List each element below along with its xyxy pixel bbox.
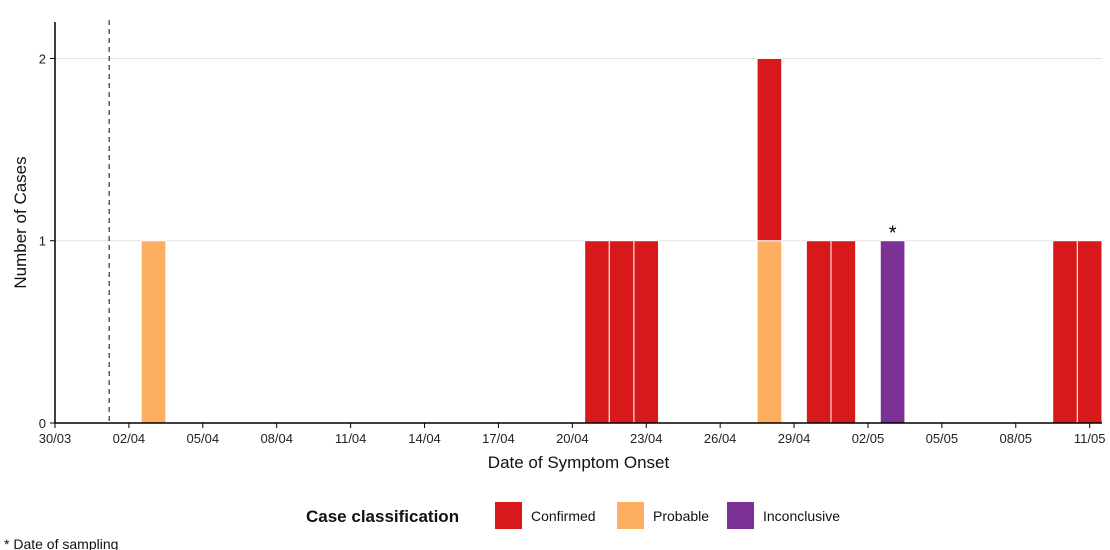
bar-confirmed [1076, 240, 1103, 424]
bar-confirmed [608, 240, 635, 424]
legend-swatch-confirmed [495, 502, 522, 529]
x-tick-label: 11/05 [1074, 431, 1106, 446]
y-tick-label: 2 [39, 51, 46, 66]
gridlines [55, 57, 1102, 242]
legend: Case classification Confirmed Probable Inc… [306, 502, 840, 529]
annotation-asterisk: * [889, 223, 897, 245]
x-tick-label: 30/03 [39, 431, 72, 446]
x-tick-label: 23/04 [630, 431, 663, 446]
x-tick-label: 11/04 [335, 431, 367, 446]
footnote: * Date of sampling [4, 536, 118, 550]
bar-probable [140, 240, 167, 424]
x-tick-label: 02/04 [113, 431, 146, 446]
x-tick-label: 17/04 [482, 431, 515, 446]
y-axis-title: Number of Cases [11, 156, 30, 288]
bar-probable [756, 240, 783, 424]
x-tick-label: 02/05 [852, 431, 885, 446]
bar-confirmed [830, 240, 857, 424]
legend-title: Case classification [306, 507, 459, 526]
bar-confirmed [633, 240, 660, 424]
x-tick-label: 26/04 [704, 431, 737, 446]
y-tick-label: 1 [39, 234, 46, 249]
x-tick-label: 08/04 [260, 431, 293, 446]
legend-swatch-inconclusive [727, 502, 754, 529]
x-tick-label: 20/04 [556, 431, 589, 446]
x-tick-label: 05/05 [926, 431, 959, 446]
bars [140, 57, 1103, 424]
bar-confirmed [1052, 240, 1078, 424]
axis-ticks: 0 1 2 30/03 02/04 05/04 08/04 11/04 14/04 17/04 20… [39, 51, 1106, 446]
x-tick-label: 29/04 [778, 431, 811, 446]
y-tick-label: 0 [39, 416, 46, 431]
bar-inconclusive [879, 240, 906, 424]
x-axis-title: Date of Symptom Onset [488, 453, 670, 472]
bar-confirmed [805, 240, 832, 424]
legend-label-confirmed: Confirmed [531, 508, 596, 524]
legend-swatch-probable [617, 502, 644, 529]
bar-confirmed [756, 57, 783, 242]
x-tick-label: 05/04 [187, 431, 220, 446]
x-tick-label: 14/04 [408, 431, 441, 446]
legend-label-inconclusive: Inconclusive [763, 508, 840, 524]
bar-confirmed [584, 240, 610, 424]
x-tick-label: 08/05 [1000, 431, 1033, 446]
reference-lines: * [108, 20, 897, 423]
legend-label-probable: Probable [653, 508, 709, 524]
